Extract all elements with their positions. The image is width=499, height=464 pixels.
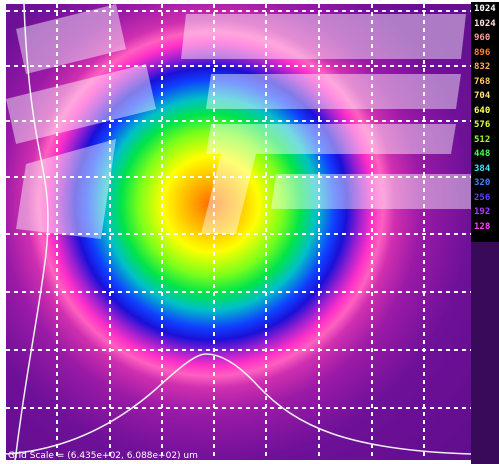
color-scale-legend: 1024 1024 960 896 832 768 704 640 576 512 448 384 32… — [471, 2, 499, 242]
legend-value: 640 — [474, 105, 491, 116]
legend-value: 960 — [474, 33, 491, 43]
legend-value: 832 — [474, 62, 491, 72]
legend-value: 128 — [474, 221, 491, 232]
horizontal-profile-curve — [6, 353, 471, 455]
grid-lines — [6, 4, 471, 460]
legend-value: 320 — [474, 178, 491, 188]
legend-value: 576 — [474, 120, 491, 130]
vertical-profile-curve — [14, 4, 49, 460]
legend-value: 704 — [474, 91, 491, 101]
grid-scale-label: Grid Scale = (6.435e+02, 6.088e+02) um — [8, 451, 198, 461]
beam-intensity-plot[interactable] — [6, 4, 471, 460]
legend-value: 448 — [474, 149, 491, 159]
plot-overlay — [6, 4, 471, 460]
legend-value: 768 — [474, 76, 491, 87]
legend-value: 512 — [474, 134, 491, 145]
legend-value: 384 — [474, 163, 491, 174]
legend-value: 1024 — [474, 4, 496, 14]
legend-value: 256 — [474, 192, 491, 203]
legend-lower-panel — [471, 242, 499, 464]
legend-value: 192 — [474, 207, 491, 217]
legend-value: 1024 — [474, 18, 496, 29]
legend-value: 896 — [474, 47, 491, 58]
